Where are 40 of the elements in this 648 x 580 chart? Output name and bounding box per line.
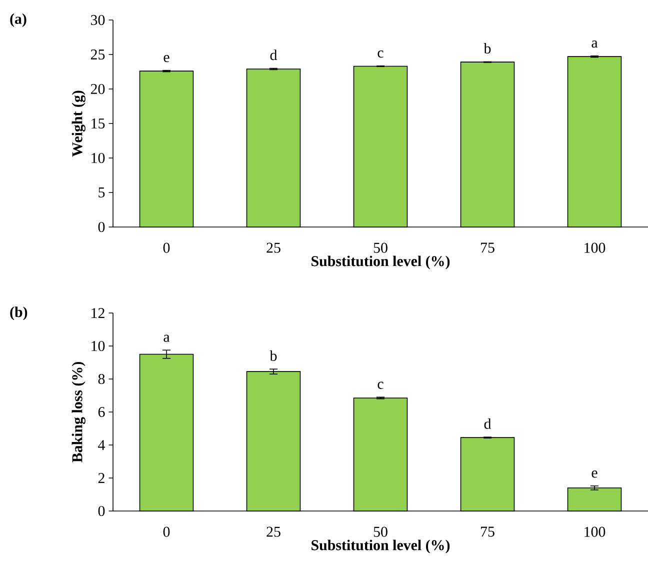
y-tick-label: 15 xyxy=(92,118,105,128)
annotation: d xyxy=(270,50,278,60)
x-tick-label: 0 xyxy=(163,526,170,537)
y-axis-title: Baking loss (%) xyxy=(72,362,86,462)
x-tick-label: 100 xyxy=(584,526,606,537)
x-tick-label: 75 xyxy=(481,526,494,537)
x-tick-label: 100 xyxy=(584,242,606,253)
x-tick-label: 25 xyxy=(266,526,280,537)
y-tick-label: 10 xyxy=(92,152,105,164)
y-tick-label: 0 xyxy=(98,506,105,516)
y-tick-label: 25 xyxy=(90,49,105,60)
y-tick-label: 30 xyxy=(91,14,105,26)
x-axis-title: Substitution level (%) xyxy=(312,256,450,270)
annotation: b xyxy=(270,350,277,361)
y-tick-label: 5 xyxy=(98,188,105,198)
annotation: a xyxy=(164,334,170,342)
x-tick-label: 25 xyxy=(266,242,280,253)
chart-title: (b) xyxy=(10,306,28,320)
annotation: e xyxy=(592,470,598,478)
chart-title: (a) xyxy=(10,13,26,27)
annotation: c xyxy=(378,382,384,389)
x-tick-label: 50 xyxy=(374,242,388,253)
annotation: b xyxy=(484,43,491,54)
annotation: e xyxy=(164,54,170,62)
annotation: c xyxy=(378,50,384,58)
y-tick-label: 12 xyxy=(92,308,104,318)
annotation: d xyxy=(484,418,492,429)
x-axis-title: Substitution level (%) xyxy=(312,540,450,554)
y-tick-label: 20 xyxy=(90,84,105,94)
y-axis-title: Weight (g) xyxy=(72,90,86,157)
y-tick-label: 8 xyxy=(98,374,105,384)
y-tick-label: 4 xyxy=(98,440,105,450)
x-tick-label: 75 xyxy=(481,242,494,253)
x-tick-label: 0 xyxy=(163,242,170,253)
annotation: a xyxy=(592,40,598,48)
y-tick-label: 6 xyxy=(98,406,105,418)
y-tick-label: 0 xyxy=(98,222,105,232)
y-tick-label: 2 xyxy=(98,473,104,483)
x-tick-label: 50 xyxy=(374,526,388,537)
y-tick-label: 10 xyxy=(92,340,105,352)
